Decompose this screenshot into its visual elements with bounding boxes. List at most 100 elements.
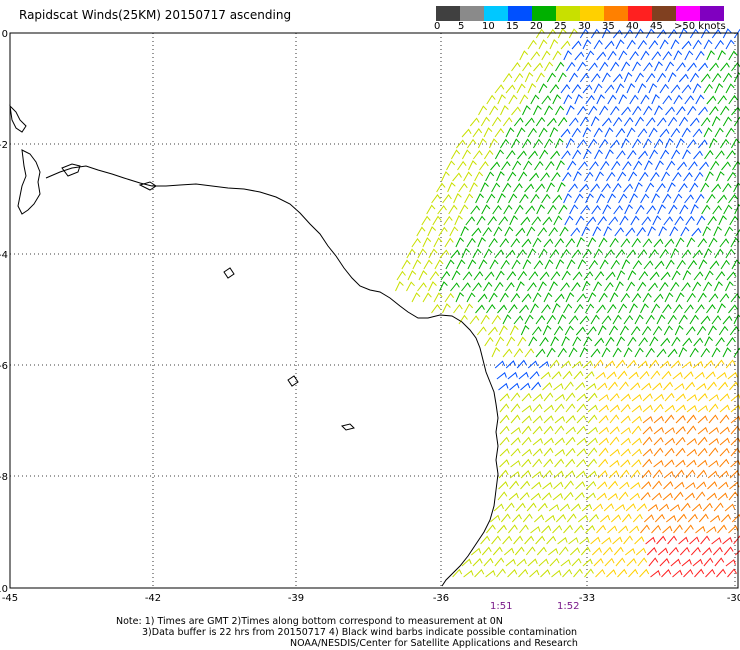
wind-barb: [579, 116, 590, 127]
wind-barb: [560, 282, 570, 292]
wind-barb: [510, 447, 521, 457]
wind-barb: [554, 458, 565, 468]
colorbar-label: 10: [482, 21, 495, 32]
map-grid: [9, 32, 738, 589]
wind-barb: [477, 293, 488, 303]
wind-barb: [427, 226, 437, 237]
wind-barb: [565, 292, 575, 303]
wind-barb: [447, 182, 456, 193]
colorbar-label: 25: [554, 21, 567, 32]
wind-barb: [553, 383, 564, 391]
wind-barb: [516, 127, 526, 138]
wind-barb: [708, 447, 719, 457]
wind-barb: [490, 161, 501, 171]
wind-barb: [648, 40, 659, 50]
wind-barb: [549, 249, 560, 259]
wind-barb: [663, 470, 675, 479]
wind-barb: [452, 568, 463, 578]
wind-barb: [624, 547, 636, 556]
wind-barb: [594, 271, 605, 281]
wind-barb: [619, 215, 629, 226]
wind-barb: [534, 160, 544, 171]
wind-barb: [564, 480, 574, 490]
wind-barb: [557, 116, 568, 127]
wind-barb: [502, 182, 512, 193]
wind-barb: [637, 249, 648, 259]
wind-barb: [722, 72, 733, 83]
colorbar-swatch: [676, 6, 700, 21]
wind-barb: [719, 437, 730, 446]
wind-barb: [717, 492, 728, 501]
wind-barb: [541, 492, 552, 501]
wind-barb: [532, 292, 542, 303]
wind-barb: [546, 182, 555, 193]
wind-barb: [621, 106, 631, 116]
wind-barb: [714, 83, 724, 94]
wind-barb: [716, 371, 727, 380]
wind-barb: [496, 171, 505, 182]
wind-barb: [586, 470, 597, 479]
wind-barb: [694, 171, 704, 182]
wind-barb: [577, 514, 589, 523]
wind-barb: [731, 259, 740, 270]
wind-barb: [642, 448, 653, 457]
colorbar-swatch: [652, 6, 676, 21]
wind-barb: [396, 270, 406, 281]
wind-barb: [634, 116, 644, 127]
wind-barb: [520, 216, 531, 226]
wind-barb: [694, 371, 705, 380]
wind-barb: [547, 204, 557, 215]
wind-barb: [711, 183, 722, 193]
wind-barb: [510, 292, 521, 303]
wind-barb: [507, 171, 517, 182]
wind-barb: [673, 524, 683, 534]
wind-barb: [538, 248, 548, 259]
colorbar-label: 35: [602, 21, 615, 32]
wind-barb: [607, 50, 617, 61]
wind-barb: [707, 325, 717, 336]
wind-barb: [590, 183, 600, 193]
wind-barb: [508, 492, 519, 501]
wind-barb: [542, 469, 553, 479]
island-lencois: [138, 181, 157, 191]
wind-barb: [552, 50, 562, 61]
wind-barb: [563, 193, 572, 204]
wind-barb: [510, 460, 521, 468]
wind-barb: [552, 524, 563, 534]
wind-barb: [719, 393, 730, 402]
wind-barb: [642, 404, 653, 413]
wind-barb: [656, 314, 666, 325]
wind-barb: [697, 292, 707, 303]
wind-barb: [612, 536, 623, 545]
wind-barb: [661, 171, 670, 182]
wind-barb: [720, 514, 732, 523]
wind-barb: [590, 73, 601, 83]
pass-time-1: 1:51: [490, 601, 512, 612]
wind-barb: [500, 259, 510, 270]
wind-barb: [706, 492, 717, 501]
wind-barb: [594, 149, 603, 160]
wind-barb: [686, 459, 697, 468]
wind-barb: [501, 160, 511, 171]
wind-barb: [661, 370, 672, 380]
wind-barb: [708, 138, 718, 149]
wind-barb: [655, 160, 664, 171]
wind-barb: [527, 558, 538, 567]
wind-barb: [428, 281, 437, 292]
wind-barb: [709, 106, 719, 116]
wind-barb: [659, 360, 671, 369]
wind-barb: [553, 215, 563, 226]
wind-barb: [593, 558, 604, 567]
wind-barb: [642, 415, 653, 424]
wind-barb: [551, 371, 562, 380]
wind-barb: [669, 226, 679, 237]
wind-barb: [496, 568, 506, 578]
wind-barb: [733, 347, 740, 358]
wind-barb: [466, 292, 476, 303]
wind-barb: [538, 127, 548, 138]
wind-barb: [577, 61, 587, 72]
wind-barb: [724, 226, 734, 237]
wind-barb: [513, 535, 524, 545]
wind-barb: [590, 348, 601, 358]
wind-barb: [711, 347, 721, 358]
